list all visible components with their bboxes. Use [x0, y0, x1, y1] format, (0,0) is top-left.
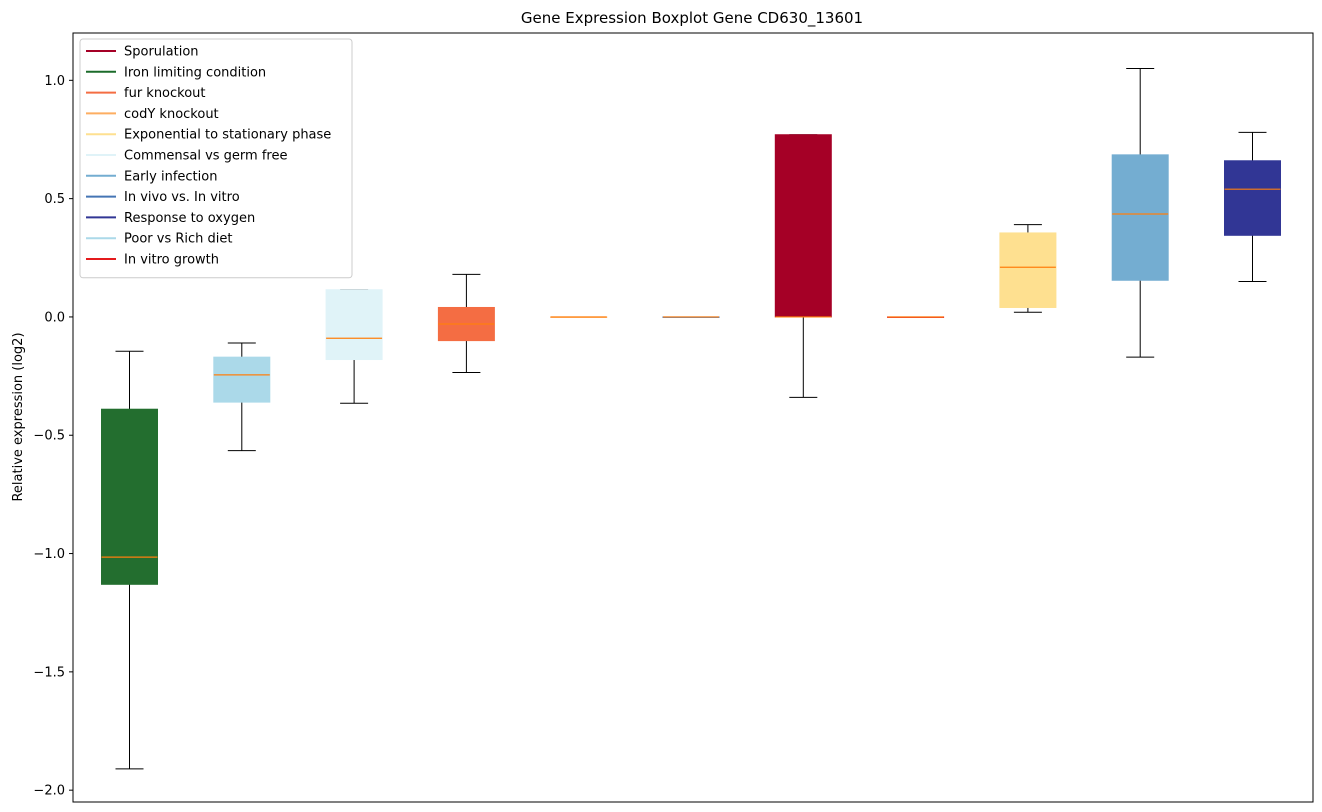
box-poor-vs-rich-diet — [213, 342, 271, 452]
legend: Sporulation Iron limiting condition fur kn… — [79, 38, 353, 279]
box-in-vivo-vs-in-vitro — [662, 316, 720, 318]
plot-frame — [72, 32, 1314, 803]
y-tick-label: 0.0 — [44, 310, 65, 325]
box-body — [101, 408, 158, 585]
legend-item: fur knockout — [86, 86, 206, 101]
box-body — [325, 289, 383, 361]
box-sporulation — [774, 134, 832, 398]
legend-label: codY knockout — [124, 107, 219, 122]
legend-item: Exponential to stationary phase — [86, 128, 331, 143]
legend-item: Early infection — [86, 169, 217, 184]
y-tick-label: −1.0 — [33, 547, 65, 562]
legend-label: Poor vs Rich diet — [124, 232, 232, 247]
box-commensal-vs-germ-free — [325, 289, 383, 404]
legend-item: In vitro growth — [86, 253, 219, 268]
y-tick-label: −0.5 — [33, 429, 65, 444]
legend-item: Sporulation — [86, 45, 199, 60]
legend-label: fur knockout — [124, 86, 206, 101]
legend-item: Commensal vs germ free — [86, 149, 287, 164]
legend-item: Response to oxygen — [86, 211, 255, 226]
legend-label: Exponential to stationary phase — [124, 128, 331, 143]
box-fur-knockout — [437, 273, 495, 374]
legend-item: codY knockout — [86, 107, 219, 122]
y-tick-label: −1.5 — [33, 665, 65, 680]
plot-area — [101, 67, 1281, 770]
box-body — [999, 232, 1057, 308]
y-axis-label: Relative expression (log2) — [11, 332, 26, 501]
box-in-vitro-growth — [887, 316, 945, 318]
y-tick-label: −2.0 — [33, 784, 65, 799]
y-axis: 1.0 0.5 0.0 −0.5 −1.0 −1.5 −2.0 — [33, 74, 73, 799]
box-cody-knockout — [550, 316, 608, 318]
legend-label: Response to oxygen — [124, 211, 255, 226]
legend-label: Commensal vs germ free — [124, 149, 287, 164]
legend-label: Iron limiting condition — [124, 65, 266, 80]
y-tick-label: 0.5 — [44, 192, 65, 207]
legend-label: Sporulation — [124, 45, 199, 60]
box-body — [1111, 154, 1169, 281]
box-early-infection — [1111, 67, 1169, 358]
chart-title: Gene Expression Boxplot Gene CD630_13601 — [521, 9, 863, 28]
legend-label: In vitro growth — [124, 253, 219, 268]
legend-frame — [79, 38, 353, 279]
box-iron-limiting-condition — [101, 350, 158, 770]
box-response-to-oxygen — [1224, 131, 1281, 282]
box-body — [774, 134, 832, 318]
box-body — [1224, 160, 1281, 236]
box-exponential-to-stationary-phase — [999, 224, 1057, 313]
legend-item: In vivo vs. In vitro — [86, 190, 240, 205]
legend-item: Poor vs Rich diet — [86, 232, 232, 247]
legend-label: In vivo vs. In vitro — [124, 190, 240, 205]
box-body — [213, 356, 271, 403]
y-tick-label: 1.0 — [44, 74, 65, 89]
legend-label: Early infection — [124, 169, 217, 184]
legend-item: Iron limiting condition — [86, 65, 266, 80]
